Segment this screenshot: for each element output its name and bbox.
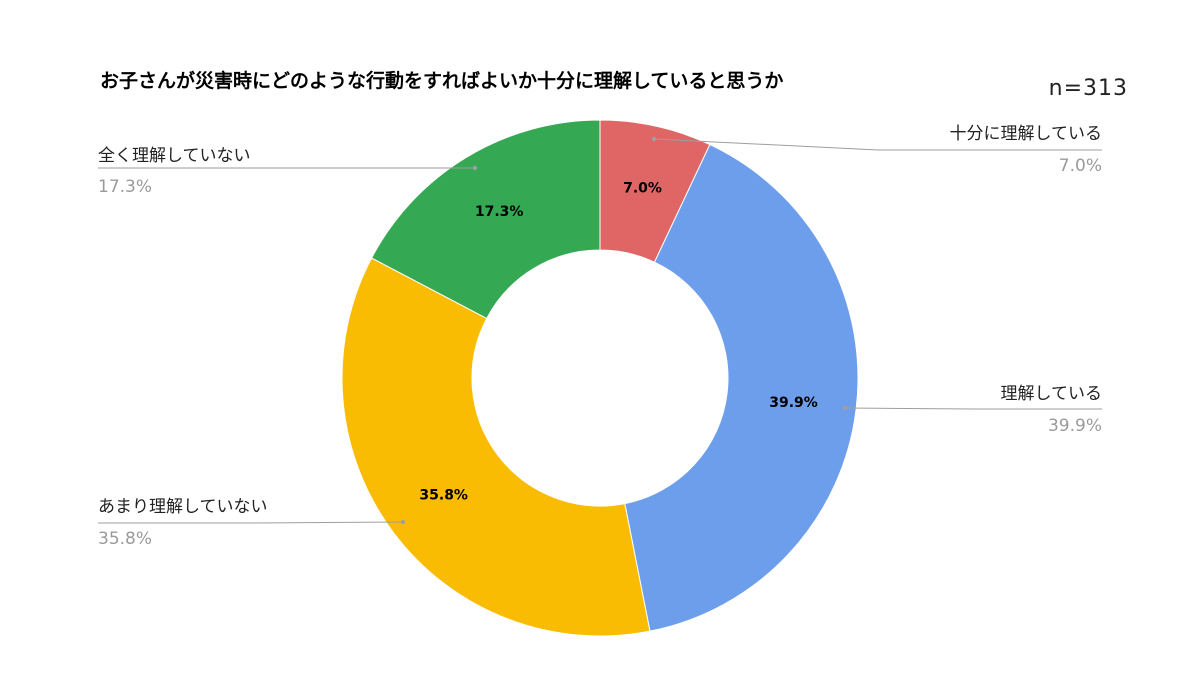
slice-data-label: 17.3%: [475, 204, 524, 220]
donut-slice: [370, 119, 601, 320]
leader-dot: [400, 519, 406, 525]
slice-data-label: 35.8%: [419, 488, 468, 504]
slice-labels-group: 7.0% 39.9% 35.8% 17.3%: [419, 181, 817, 504]
outside-label-percent: 7.0%: [1059, 156, 1102, 176]
leader-dot: [842, 405, 848, 411]
donut-slice: [624, 143, 859, 632]
outside-label-name: 全く理解していない: [98, 146, 251, 166]
slices-group: [341, 119, 859, 637]
outside-label-name: 理解している: [1001, 384, 1103, 404]
chart-title: お子さんが災害時にどのような行動をすればよいか十分に理解していると思うか: [100, 69, 783, 92]
outside-label-percent: 35.8%: [98, 529, 152, 549]
leader-lines-group: [98, 136, 1102, 525]
outside-label-percent: 39.9%: [1048, 416, 1102, 436]
outside-label-name: あまり理解していない: [98, 497, 268, 517]
slice-data-label: 39.9%: [769, 395, 818, 411]
leader-dot: [472, 165, 478, 171]
donut-slice: [341, 257, 651, 637]
sample-size-label: n=313: [1049, 76, 1128, 101]
leader-line: [844, 407, 1102, 410]
outside-labels-group: 十分に理解している 7.0% 理解している 39.9% あまり理解していない 35.8% 全…: [98, 124, 1102, 549]
leader-dot: [651, 136, 657, 142]
leader-line: [653, 138, 1102, 151]
outside-label-percent: 17.3%: [98, 177, 152, 197]
slice-data-label: 7.0%: [623, 181, 662, 197]
leader-line: [98, 521, 404, 524]
outside-label-name: 十分に理解している: [950, 124, 1103, 144]
